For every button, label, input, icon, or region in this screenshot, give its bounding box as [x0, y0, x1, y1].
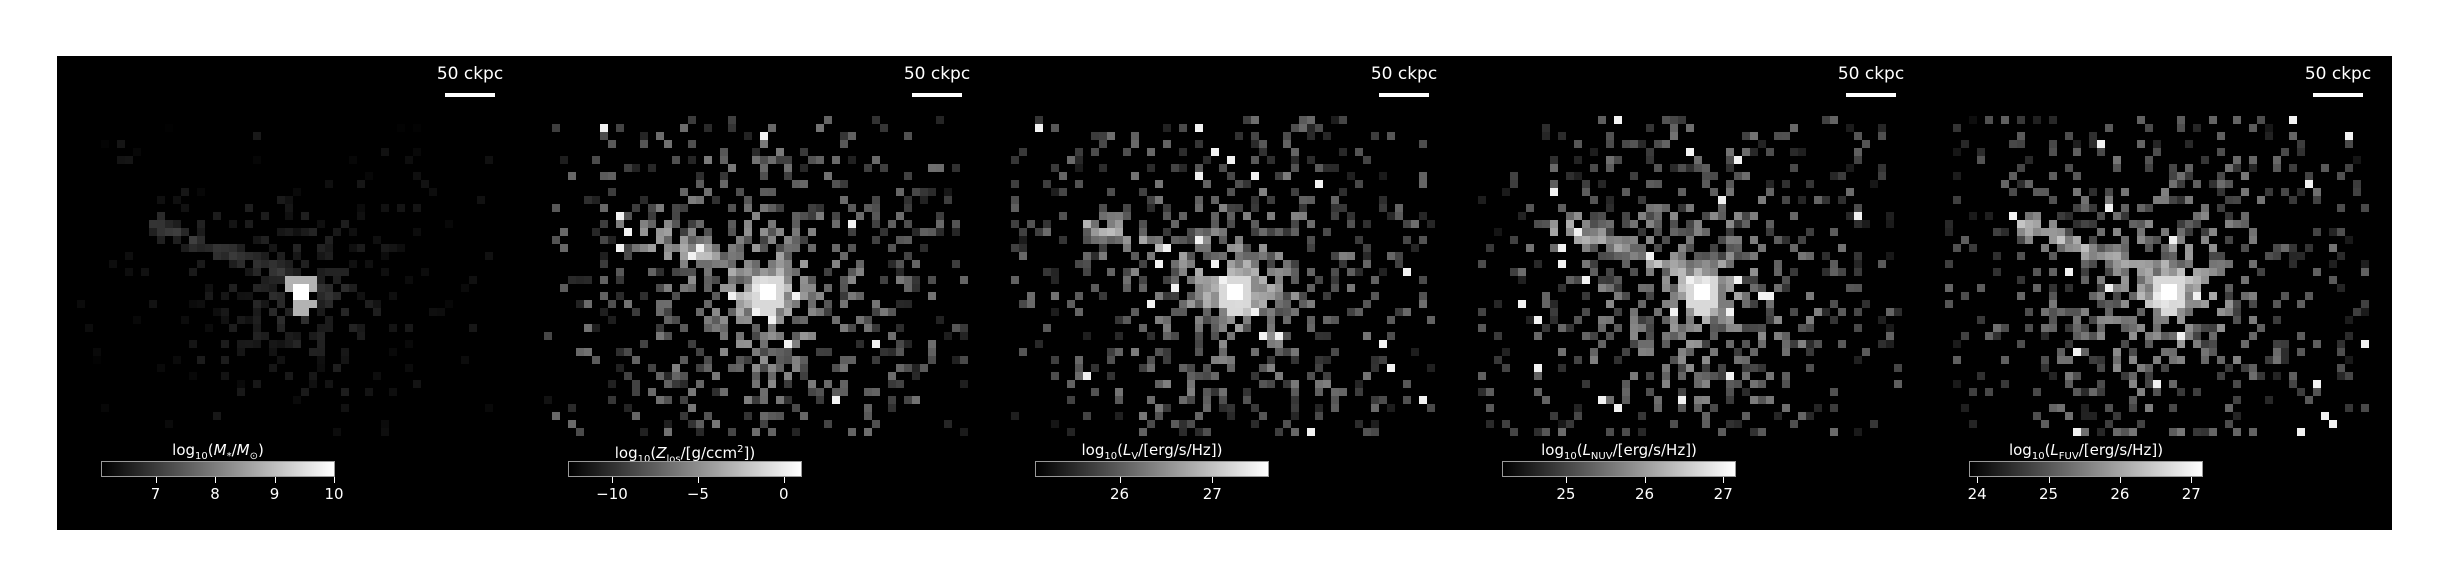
colorbar-tick	[215, 477, 217, 483]
scale-bar-label: 50 ckpc	[903, 64, 971, 84]
colorbar-tick-label: 24	[1967, 485, 1987, 503]
colorbar-label: log10(Zlos/[g/ccm2])	[614, 444, 756, 465]
colorbar-label: log10(LNUV/[erg/s/Hz])	[1541, 441, 1697, 462]
colorbar-tick	[611, 477, 613, 483]
colorbar-gradient	[568, 461, 802, 477]
metallicity-map-image	[524, 56, 991, 530]
scale-bar: 50 ckpc	[897, 64, 977, 97]
colorbar-tick	[1212, 477, 1214, 483]
scale-bar: 50 ckpc	[1364, 64, 1444, 97]
colorbar-ticks: 24 25 26 27	[1967, 477, 2203, 507]
panel-fuv: 50 ckpc log10(LFUV/[erg/s/Hz]) 24 25 26 27	[1925, 56, 2392, 530]
scale-bar: 50 ckpc	[430, 64, 510, 97]
colorbar-tick-label: 27	[1202, 485, 1222, 503]
colorbar-tick-label: 0	[779, 485, 789, 503]
scale-bar-line	[445, 93, 495, 97]
colorbar-label: log10(M*/M⊙)	[172, 441, 264, 462]
nuv-map-image	[1458, 56, 1925, 530]
colorbar-tick	[1977, 477, 1979, 483]
colorbar-tick-label: 25	[2038, 485, 2059, 503]
colorbar-tick	[2119, 477, 2121, 483]
scale-bar: 50 ckpc	[1831, 64, 1911, 97]
fuv-map-image	[1925, 56, 2392, 530]
colorbar-ticks: −10 −5 0	[568, 477, 802, 507]
scale-bar-line	[1379, 93, 1429, 97]
colorbar-tick-label: 7	[150, 485, 161, 503]
colorbar-ticks: 26 27	[1035, 477, 1269, 507]
panel-stellar-mass: 50 ckpc log10(M*/M⊙) 7 8 9 10	[57, 56, 524, 530]
v-band-map-image	[991, 56, 1458, 530]
scale-bar-label: 50 ckpc	[1370, 64, 1438, 84]
scale-bar-line	[912, 93, 962, 97]
colorbar-tick-label: −5	[686, 485, 709, 503]
colorbar-tick	[697, 477, 699, 483]
colorbar-tick	[2191, 477, 2193, 483]
colorbar-tick-label: 27	[2181, 485, 2201, 503]
colorbar-label: log10(LFUV/[erg/s/Hz])	[2008, 441, 2164, 462]
colorbar-label: log10(LV/[erg/s/Hz])	[1081, 441, 1223, 462]
colorbar-gradient	[1969, 461, 2203, 477]
colorbar-tick	[1565, 477, 1567, 483]
panel-metallicity: 50 ckpc log10(Zlos/[g/ccm2]) −10 −5 0	[524, 56, 991, 530]
colorbar-tick	[2048, 477, 2050, 483]
panel-v-band: 50 ckpc log10(LV/[erg/s/Hz]) 26 27	[991, 56, 1458, 530]
colorbar-tick	[783, 477, 785, 483]
colorbar-tick	[1119, 477, 1121, 483]
colorbar-tick	[155, 477, 157, 483]
colorbar-ticks: 7 8 9 10	[101, 477, 344, 507]
colorbar-tick-label: 10	[324, 485, 344, 503]
stellar-mass-map-image	[57, 56, 524, 530]
scale-bar-label: 50 ckpc	[436, 64, 504, 84]
colorbar-tick	[334, 477, 335, 483]
colorbar-tick-label: 26	[1109, 485, 1130, 503]
scale-bar-line	[2313, 93, 2363, 97]
colorbar-tick-label: 25	[1556, 485, 1576, 503]
colorbar-tick	[1644, 477, 1646, 483]
colorbar-tick-label: 8	[210, 485, 220, 503]
colorbar-tick-label: 9	[269, 485, 280, 503]
colorbar-gradient	[1035, 461, 1269, 477]
colorbar-tick-label: −10	[596, 485, 628, 503]
colorbar-ticks: 25 26 27	[1502, 477, 1736, 507]
colorbar-tick	[1723, 477, 1725, 483]
panel-strip: 50 ckpc log10(M*/M⊙) 7 8 9 10 50 ckpc log10…	[57, 56, 2392, 530]
scale-bar-line	[1846, 93, 1896, 97]
colorbar-gradient	[101, 461, 335, 477]
scale-bar: 50 ckpc	[2298, 64, 2378, 97]
scale-bar-label: 50 ckpc	[2304, 64, 2372, 84]
colorbar-tick-label: 26	[2110, 485, 2130, 503]
colorbar-tick-label: 27	[1713, 485, 1733, 503]
colorbar-tick-label: 26	[1635, 485, 1655, 503]
colorbar-gradient	[1502, 461, 1736, 477]
scale-bar-label: 50 ckpc	[1837, 64, 1905, 84]
colorbar-tick	[274, 477, 276, 483]
panel-nuv: 50 ckpc log10(LNUV/[erg/s/Hz]) 25 26 27	[1458, 56, 1925, 530]
